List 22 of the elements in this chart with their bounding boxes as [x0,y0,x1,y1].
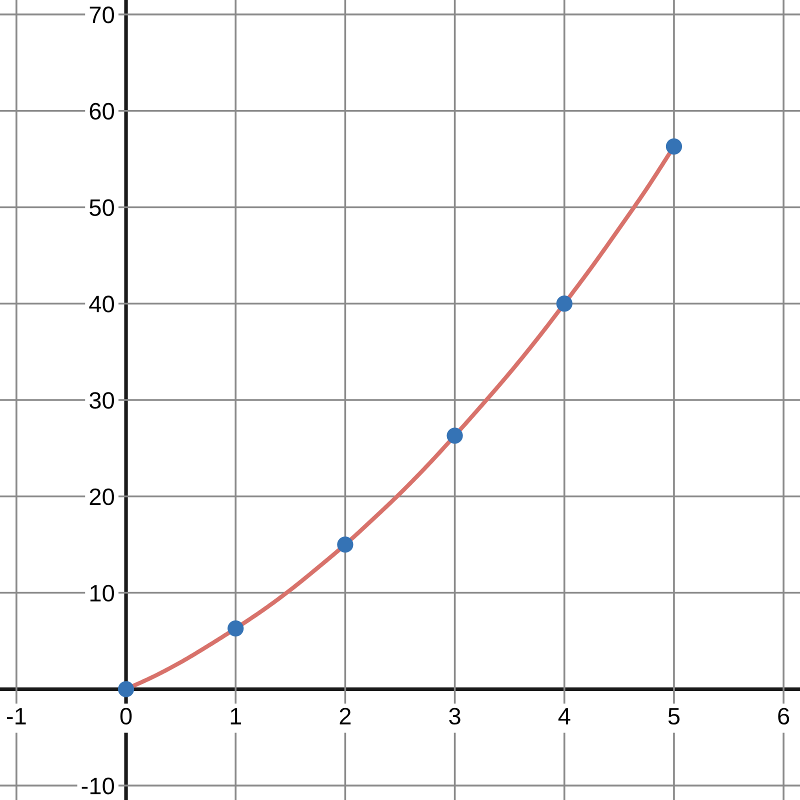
point [118,681,134,698]
point [666,138,682,155]
y-tick-label: 20 [90,488,114,506]
y-tick-label: 40 [89,296,114,312]
point [228,620,244,636]
point [446,428,463,444]
point [556,296,572,312]
x-tick-label: 3 [449,708,460,725]
y-tick-label: 30 [90,392,114,409]
x-tick-label: 4 [558,708,570,724]
y-tick-label: 50 [90,199,114,216]
x-tick-label: 5 [668,708,680,725]
x-tick-label: 1 [230,708,242,724]
x-tick-label: 0 [120,708,132,725]
y-tick-label: -10 [82,778,114,794]
x-tick-label: 6 [778,708,790,725]
y-tick-label: 70 [90,6,114,24]
y-tick-label: 10 [90,584,114,602]
point [337,536,354,553]
y-tick-label: 60 [90,102,114,120]
x-tick-label: -1 [6,708,26,724]
x-tick-label: 2 [340,708,351,724]
